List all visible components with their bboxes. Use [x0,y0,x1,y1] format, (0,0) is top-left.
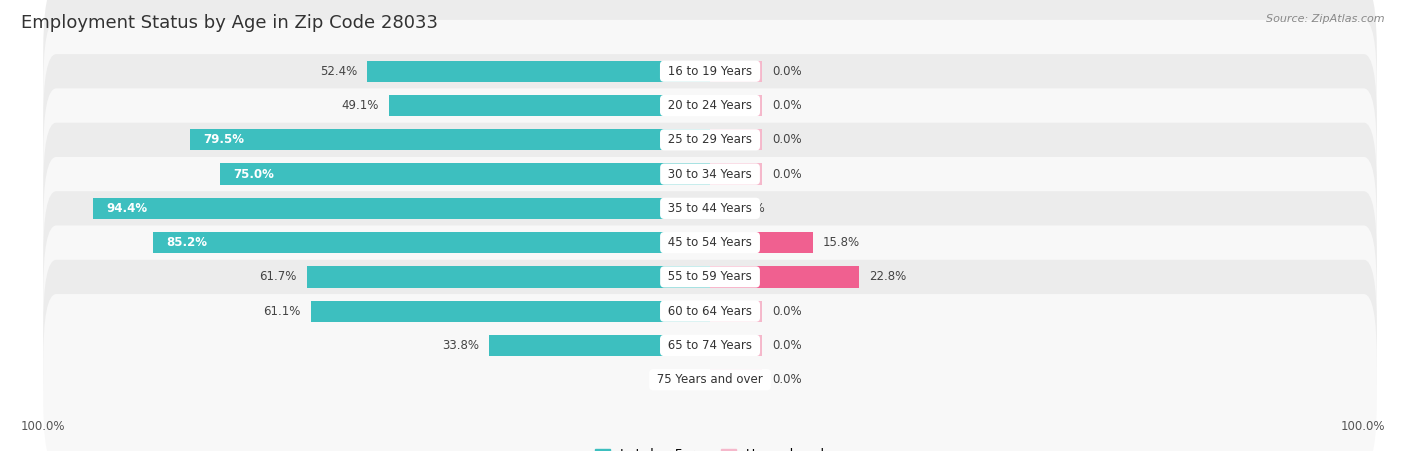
FancyBboxPatch shape [44,88,1376,260]
Text: 79.5%: 79.5% [204,133,245,146]
Bar [710,60,762,82]
Bar [389,95,710,116]
Text: 60 to 64 Years: 60 to 64 Years [664,305,756,318]
Text: 0.0%: 0.0% [772,373,801,386]
Bar [710,163,762,185]
Bar [710,335,762,356]
Text: 16 to 19 Years: 16 to 19 Years [664,65,756,78]
Legend: In Labor Force, Unemployed: In Labor Force, Unemployed [591,443,830,451]
Bar [710,198,725,219]
Bar [153,232,710,253]
Text: 94.4%: 94.4% [105,202,148,215]
Text: 0.0%: 0.0% [772,305,801,318]
Text: 85.2%: 85.2% [166,236,207,249]
Bar [710,369,762,391]
Text: 15.8%: 15.8% [823,236,860,249]
Text: 33.8%: 33.8% [443,339,479,352]
Bar [307,266,710,288]
Text: 0.0%: 0.0% [772,65,801,78]
Text: 0.0%: 0.0% [772,168,801,180]
FancyBboxPatch shape [44,54,1376,226]
Bar [190,129,710,151]
Text: 61.1%: 61.1% [263,305,301,318]
Bar [710,129,762,151]
Text: 45 to 54 Years: 45 to 54 Years [664,236,756,249]
Text: 22.8%: 22.8% [869,271,905,283]
Text: 100.0%: 100.0% [1340,420,1385,433]
Text: 0.0%: 0.0% [772,99,801,112]
Text: Source: ZipAtlas.com: Source: ZipAtlas.com [1267,14,1385,23]
Text: 25 to 29 Years: 25 to 29 Years [664,133,756,146]
Text: 35 to 44 Years: 35 to 44 Years [664,202,756,215]
FancyBboxPatch shape [44,20,1376,191]
FancyBboxPatch shape [44,294,1376,451]
FancyBboxPatch shape [44,157,1376,328]
Bar [710,266,859,288]
Bar [311,300,710,322]
FancyBboxPatch shape [44,260,1376,431]
Text: 100.0%: 100.0% [21,420,66,433]
Text: 0.0%: 0.0% [772,133,801,146]
FancyBboxPatch shape [44,191,1376,363]
Bar [710,300,762,322]
Text: 20 to 24 Years: 20 to 24 Years [664,99,756,112]
Text: 55 to 59 Years: 55 to 59 Years [664,271,756,283]
Bar [367,60,710,82]
FancyBboxPatch shape [44,0,1376,157]
Text: 52.4%: 52.4% [321,65,357,78]
FancyBboxPatch shape [44,123,1376,294]
Text: 2.3%: 2.3% [735,202,765,215]
Bar [93,198,710,219]
Text: 75 Years and over: 75 Years and over [654,373,766,386]
Bar [710,232,813,253]
Text: 75.0%: 75.0% [233,168,274,180]
Text: 61.7%: 61.7% [260,271,297,283]
Bar [219,163,710,185]
Text: 49.1%: 49.1% [342,99,380,112]
Text: 0.0%: 0.0% [671,373,700,386]
Bar [489,335,710,356]
Text: 65 to 74 Years: 65 to 74 Years [664,339,756,352]
Text: 30 to 34 Years: 30 to 34 Years [664,168,756,180]
FancyBboxPatch shape [44,226,1376,397]
Text: 0.0%: 0.0% [772,339,801,352]
Bar [710,95,762,116]
Text: Employment Status by Age in Zip Code 28033: Employment Status by Age in Zip Code 280… [21,14,439,32]
